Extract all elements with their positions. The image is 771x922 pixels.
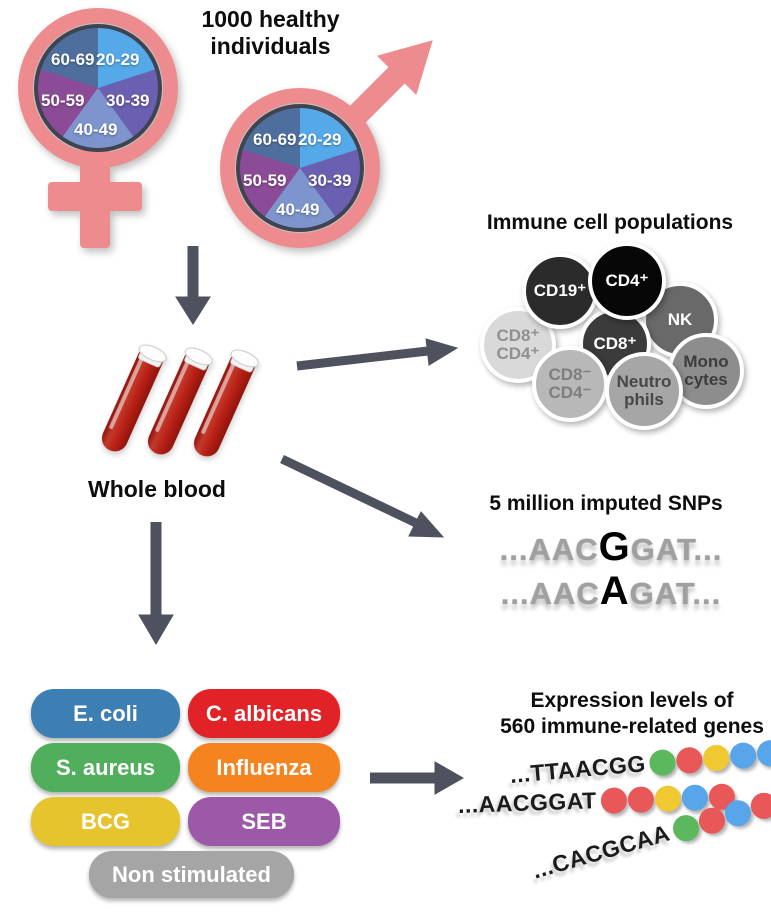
snps-title: 5 million imputed SNPs [489, 492, 723, 515]
red-dot [695, 804, 728, 837]
yellow-dot [702, 743, 731, 772]
stimulus-label: Influenza [216, 754, 312, 780]
green-dot [648, 748, 677, 777]
cell-label-line1: CD8⁻ [548, 364, 592, 384]
age-label-40-49: 40-49 [276, 200, 320, 219]
arrow-blood-to-stimuli [138, 522, 174, 645]
age-label-20-29: 20-29 [96, 50, 140, 69]
arrow-blood-to-cells [296, 338, 459, 371]
cell-neutrophils: Neutro phils [605, 352, 683, 430]
red-dot [747, 789, 771, 822]
female-age-pie-chart: 20-29 30-39 40-49 50-59 60-69 [34, 24, 162, 152]
whole-blood-label: Whole blood [88, 476, 226, 502]
male-age-pie-chart: 20-29 30-39 40-49 50-59 60-69 [236, 104, 364, 232]
snp-sequence-1: ...AACGGAT... [446, 526, 771, 571]
cell-label-line1: NK [667, 309, 693, 329]
gene-sequence: ...CACGCAA [529, 819, 673, 884]
blue-dot [729, 741, 758, 770]
cell-label-line1: CD8⁺ [593, 333, 637, 353]
cell-label-line1: Mono [683, 351, 729, 371]
cell-label-line1: CD19⁺ [533, 280, 587, 300]
stimulus-label: S. aureus [55, 754, 156, 780]
expression-title-line1: Expression levels of [530, 689, 734, 712]
immune-populations-title: Immune cell populations [486, 211, 734, 234]
red-dot [675, 745, 704, 774]
age-label-60-69: 60-69 [253, 130, 297, 149]
green-dot [669, 811, 702, 844]
main-title: 1000 healthy individuals [201, 6, 340, 60]
expression-title-line2: 560 immune-related genes [500, 714, 764, 738]
gene-sequence: ...AACGGAT [457, 787, 598, 818]
cell-label-line2: CD4⁻ [548, 383, 592, 402]
age-label-50-59: 50-59 [243, 171, 287, 190]
blue-dot [721, 796, 754, 829]
cell-cd8pos-cd4pos: CD8⁺ CD4⁺ [480, 307, 556, 383]
expression-dot-strip [648, 738, 771, 777]
cell-label-line2: CD4⁺ [496, 344, 540, 363]
gene-sequence: ...TTAACGG [508, 750, 647, 788]
arrow-individuals-to-blood [175, 246, 211, 325]
stimulus-influenza: Influenza [188, 743, 340, 792]
arrow-blood-to-snps [280, 454, 445, 538]
stimulus-ecoli: E. coli [31, 689, 180, 738]
cell-cd4pos: CD4⁺ [588, 242, 666, 320]
sequence-suffix: GAT... [629, 576, 722, 611]
yellow-dot [654, 784, 682, 812]
age-label-20-29: 20-29 [298, 130, 342, 149]
stimulus-seb: SEB [188, 797, 340, 846]
gene-expression-row: ...TTAACGG [509, 738, 771, 789]
blue-dot [756, 738, 771, 767]
blue-dot [681, 783, 709, 811]
expression-title: Expression levels of 560 immune-related … [492, 688, 771, 739]
age-label-40-49: 40-49 [74, 120, 118, 139]
stimulus-bcg: BCG [31, 797, 180, 846]
female-symbol-crossbar [48, 182, 142, 211]
cell-label-line2: cytes [684, 370, 728, 389]
male-symbol: 20-29 30-39 40-49 50-59 60-69 [220, 88, 400, 258]
cell-label-line1: Neutro [616, 371, 672, 391]
stimulus-non-stimulated: Non stimulated [89, 851, 294, 898]
stimulus-label: SEB [241, 808, 287, 834]
stimulus-label: C. albicans [205, 700, 323, 726]
sequence-prefix: ...AAC [499, 532, 599, 567]
age-label-30-39: 30-39 [106, 91, 150, 110]
red-dot [600, 786, 628, 814]
age-label-30-39: 30-39 [308, 171, 352, 190]
stimulus-label: Non stimulated [112, 861, 271, 887]
snp-sequence-2: ...AACAGAT... [446, 570, 771, 615]
cell-label-line2: phils [624, 390, 664, 409]
sequence-suffix: GAT... [630, 532, 723, 567]
cell-label-line1: CD8⁺ [496, 325, 540, 345]
sequence-prefix: ...AAC [500, 576, 600, 611]
cell-label-line1: CD4⁺ [605, 270, 649, 290]
stimulus-calbicans: C. albicans [188, 689, 340, 738]
female-symbol: 20-29 30-39 40-49 50-59 60-69 [18, 8, 198, 253]
stimulus-saureus: S. aureus [31, 743, 180, 792]
arrow-stimuli-to-expression [370, 761, 465, 795]
cell-cd19pos: CD19⁺ [522, 253, 598, 329]
cell-cd8neg-cd4neg: CD8⁻ CD4⁻ [532, 346, 608, 422]
stimulus-label: BCG [81, 808, 130, 834]
age-label-60-69: 60-69 [51, 50, 95, 69]
red-dot [627, 785, 655, 813]
age-label-50-59: 50-59 [41, 91, 85, 110]
snp-allele: G [598, 525, 631, 569]
snp-allele: A [599, 569, 630, 613]
stimulus-label: E. coli [73, 700, 138, 726]
